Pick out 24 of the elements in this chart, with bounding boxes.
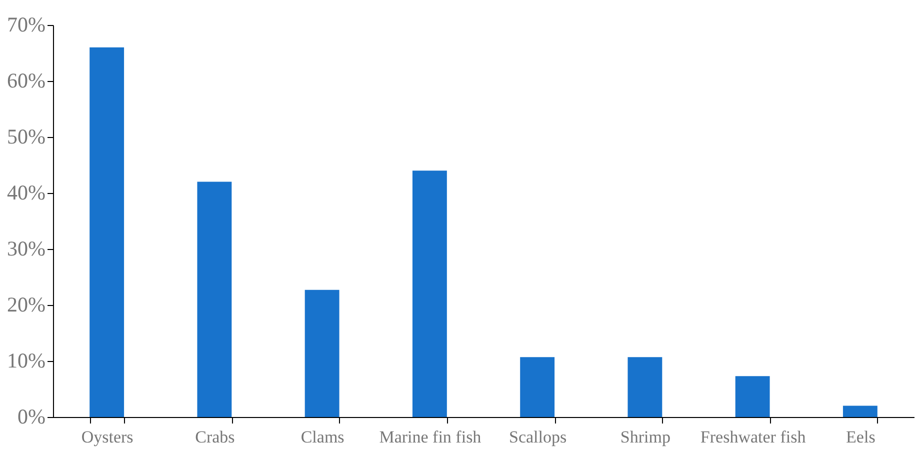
bar — [520, 357, 555, 417]
y-tick-label: 0% — [18, 404, 46, 428]
bar — [735, 376, 770, 417]
x-tick-label: Oysters — [81, 428, 134, 446]
x-tick-label: Shrimp — [620, 428, 670, 446]
bar — [90, 47, 124, 417]
x-tick-label: Freshwater fish — [700, 428, 806, 446]
bar — [304, 290, 340, 417]
x-tick-label: Clams — [300, 428, 344, 446]
x-tick-label: Marine fin fish — [379, 428, 482, 446]
y-tick-label: 30% — [7, 236, 46, 260]
y-tick-label: 40% — [7, 180, 46, 204]
y-tick-label: 70% — [7, 12, 46, 36]
bar — [197, 182, 232, 417]
y-tick-label: 20% — [7, 292, 46, 316]
x-tick-label: Eels — [846, 428, 876, 446]
x-tick-label: Crabs — [195, 428, 235, 446]
y-tick-label: 10% — [7, 348, 46, 372]
x-tick-label: Scallops — [509, 428, 567, 446]
bar — [628, 357, 662, 417]
bar — [842, 406, 878, 417]
y-tick-label: 50% — [7, 124, 46, 148]
bar — [412, 170, 447, 417]
y-tick-label: 60% — [7, 68, 46, 92]
